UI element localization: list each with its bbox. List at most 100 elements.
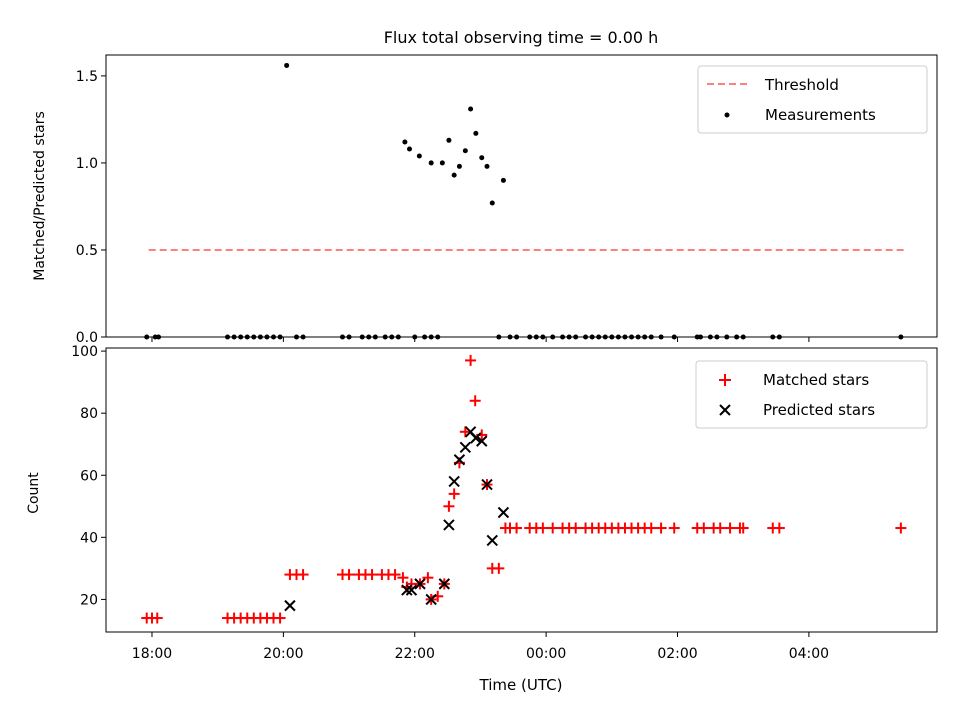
measurement-point: [439, 160, 445, 166]
measurement-point: [724, 334, 730, 340]
measurement-point: [583, 334, 589, 340]
measurement-point: [776, 334, 782, 340]
measurement-point: [527, 334, 533, 340]
top-y-axis-label: Matched/Predicted stars: [32, 111, 48, 281]
measurement-point: [500, 177, 506, 183]
measurement-point: [462, 148, 468, 154]
measurement-point: [144, 334, 150, 340]
matched-star-point: [366, 569, 378, 581]
predicted-star-x-b: [476, 435, 488, 447]
matched-star-point: [895, 522, 907, 534]
top-y-tick-label: 1.5: [76, 69, 98, 85]
matched-star-point: [655, 522, 667, 534]
predicted-star-x-b: [438, 578, 451, 590]
matched-star-point: [469, 395, 481, 407]
predicted-star-point: [453, 454, 466, 466]
measurement-point: [533, 334, 539, 340]
measurement-point: [446, 137, 452, 143]
measurement-point: [406, 146, 412, 152]
predicted-star-x-b: [425, 593, 437, 606]
measurement-point: [629, 334, 635, 340]
predicted-star-point: [459, 441, 472, 454]
measurement-point: [770, 334, 776, 340]
top-y-tick-label: 0.0: [76, 330, 98, 346]
measurement-point: [382, 334, 388, 340]
measurement-point: [389, 334, 395, 340]
x-tick-label: 02:00: [657, 646, 697, 662]
predicted-star-x-b: [401, 584, 413, 596]
measurement-point: [225, 334, 231, 340]
measurement-point: [550, 334, 556, 340]
x-tick-label: 00:00: [526, 646, 566, 662]
measurements-legend-swatch: [724, 112, 730, 118]
measurement-point: [484, 163, 490, 169]
measurement-point: [635, 334, 641, 340]
matched-star-point: [297, 569, 309, 581]
predicted-star-point: [284, 599, 296, 612]
predicted-star-x-b: [464, 426, 477, 438]
predicted-star-x-b: [414, 578, 426, 590]
measurement-point: [507, 334, 513, 340]
predicted-star-x-b: [481, 478, 493, 491]
measurement-point: [496, 334, 502, 340]
matched-star-point: [274, 612, 286, 624]
measurement-point: [359, 334, 365, 340]
measurement-point: [734, 334, 740, 340]
matched-star-point: [151, 612, 163, 624]
measurement-point: [339, 334, 345, 340]
bottom-y-axis: 20 40 60 80 100: [71, 344, 106, 608]
measurement-point: [300, 334, 306, 340]
matched-star-point: [537, 522, 549, 534]
legend-label-predicted: Predicted stars: [763, 401, 875, 419]
matched-star-point: [448, 488, 460, 500]
matched-star-point: [724, 522, 736, 534]
matched-star-point: [397, 572, 409, 584]
bottom-y-tick-label: 40: [80, 530, 98, 546]
predicted-star-point: [470, 432, 482, 444]
measurement-point: [456, 163, 462, 169]
measurement-point: [648, 334, 654, 340]
bottom-plot-area: [141, 354, 907, 624]
predicted-star-x-b: [459, 441, 472, 454]
measurement-point: [596, 334, 602, 340]
measurement-point: [284, 62, 290, 68]
measurement-point: [422, 334, 428, 340]
matched-star-point: [465, 354, 477, 366]
predicted-star-point: [425, 593, 437, 606]
bottom-y-tick-label: 20: [80, 592, 98, 608]
predicted-star-x-b: [284, 599, 296, 612]
measurement-point: [540, 334, 546, 340]
x-tick-label: 20:00: [263, 646, 303, 662]
measurement-point: [366, 334, 372, 340]
predicted-star-x-b: [405, 584, 418, 596]
chart-title: Flux total observing time = 0.00 h: [384, 28, 659, 47]
legend-label-matched: Matched stars: [763, 371, 869, 389]
measurement-point: [451, 172, 457, 178]
measurement-point: [468, 106, 474, 112]
measurement-point: [244, 334, 250, 340]
predicted-star-point: [438, 578, 451, 590]
x-tick-label: 22:00: [395, 646, 435, 662]
predicted-star-point: [405, 584, 418, 596]
predicted-star-point: [443, 519, 455, 531]
measurement-point: [898, 334, 904, 340]
measurement-point: [560, 334, 566, 340]
measurement-point: [395, 334, 401, 340]
measurement-point: [271, 334, 277, 340]
top-legend: Threshold Measurements: [697, 65, 928, 134]
matched-star-point: [459, 426, 471, 438]
matched-star-point: [737, 522, 749, 534]
matched-legend-swatch: [719, 374, 731, 386]
predicted-star-point: [497, 506, 510, 519]
measurement-point: [698, 334, 704, 340]
top-panel: Flux total observing time = 0.00 h 0.00.…: [32, 28, 938, 346]
bottom-panel: 20 40 60 80 100 18:00 20:00 22:00 00:00 02:00 04:…: [26, 344, 938, 694]
predicted-star-x-b: [470, 432, 482, 444]
measurement-point: [428, 160, 434, 166]
measurement-point: [372, 334, 378, 340]
matched-star-point: [443, 500, 455, 512]
measurement-point: [479, 155, 485, 161]
x-tick-label: 04:00: [789, 646, 829, 662]
measurement-point: [473, 130, 479, 136]
